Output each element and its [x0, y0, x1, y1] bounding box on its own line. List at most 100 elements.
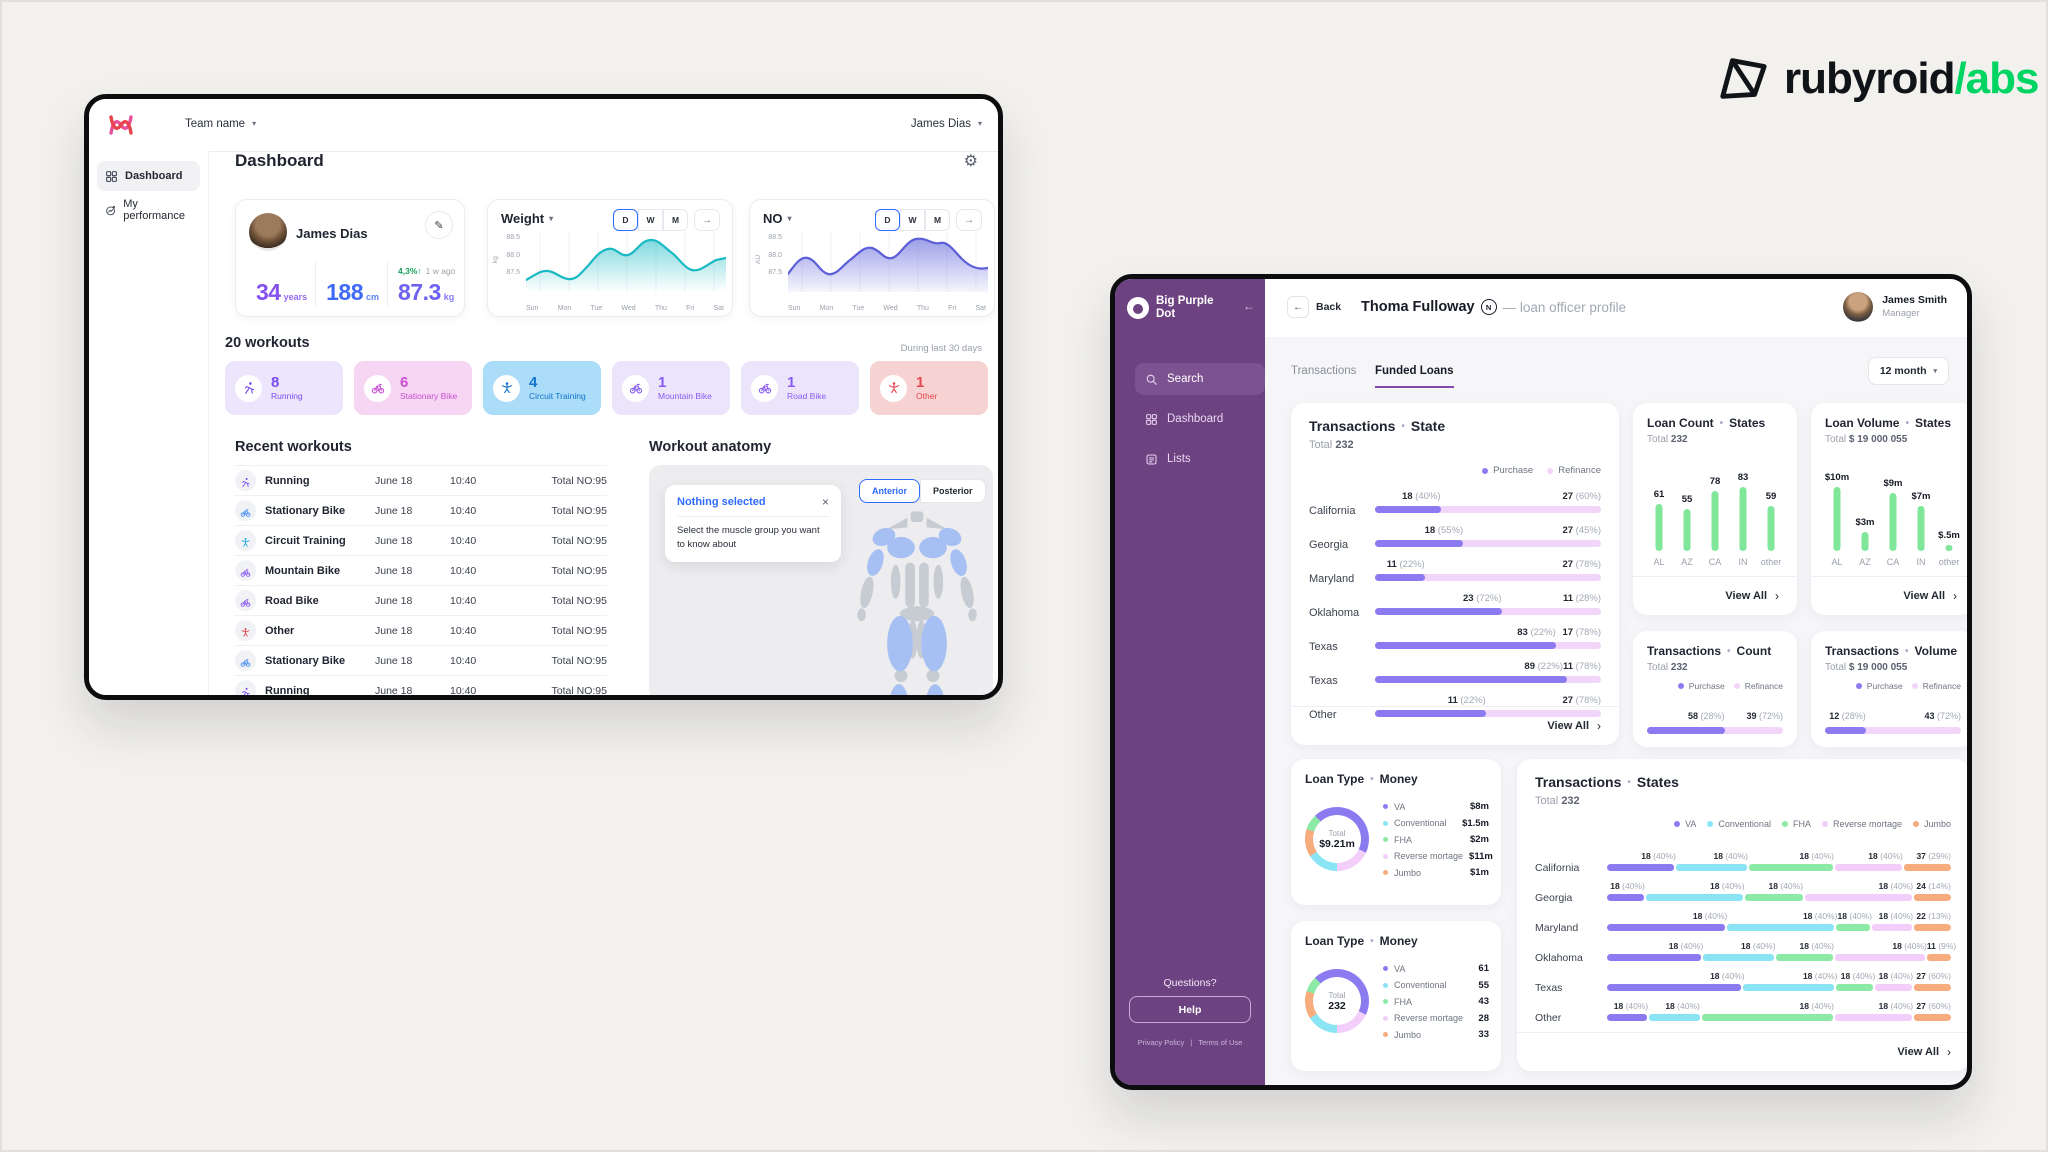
range-button[interactable]: D — [875, 209, 900, 231]
state-bar-row[interactable]: Texas 89 (22%) 11 (78%) — [1309, 661, 1601, 695]
legend-item: FHA $2m — [1383, 834, 1489, 845]
range-button[interactable]: M — [663, 209, 688, 231]
view-all-button[interactable]: View All › — [1291, 706, 1619, 745]
legend-dot — [1781, 821, 1788, 827]
help-button[interactable]: Help — [1129, 996, 1251, 1023]
bar-column[interactable]: 61 AL — [1645, 459, 1673, 567]
sidebar-item[interactable]: Dashboard — [1135, 403, 1265, 435]
anatomy-figure[interactable] — [837, 511, 993, 700]
workout-row[interactable]: Running June 18 10:40 Total NO:95 — [235, 465, 607, 495]
terms-link[interactable]: Terms of Use — [1198, 1038, 1243, 1047]
team-selector[interactable]: Team name ▾ — [163, 116, 256, 131]
state-bar-row[interactable]: Oklahoma 23 (72%) 11 (28%) — [1309, 593, 1601, 627]
no-line-chart — [788, 232, 988, 292]
workout-row[interactable]: Stationary Bike June 18 10:40 Total NO:9… — [235, 645, 607, 675]
workout-badge[interactable]: 4 Circuit Training — [483, 361, 601, 415]
view-all-button[interactable]: View All › — [1811, 576, 1967, 615]
segment-label: 18 (40%) — [1799, 941, 1835, 951]
bar-column[interactable]: 55 AZ — [1673, 459, 1701, 567]
close-icon[interactable]: × — [821, 495, 829, 509]
legend-item: FHA — [1781, 819, 1811, 829]
donut-center: Total $9.21m — [1319, 828, 1355, 850]
workout-badge[interactable]: 8 Running — [225, 361, 343, 415]
stacked-bar-row[interactable]: Oklahoma 18 (40%) 18 (40%) 18 (40%) 18 (… — [1535, 941, 1956, 971]
anatomy-view-button[interactable]: Anterior — [859, 479, 921, 503]
bar-segment — [1914, 984, 1951, 991]
sidebar-collapse-icon[interactable]: ← — [1243, 299, 1255, 313]
workout-row[interactable]: Stationary Bike June 18 10:40 Total NO:9… — [235, 495, 607, 525]
bar-segment — [1701, 1014, 1833, 1021]
workout-badge[interactable]: 1 Road Bike — [741, 361, 859, 415]
state-bar-row[interactable]: Other 11 (22%) 27 (78%) — [1309, 695, 1601, 729]
workout-badge[interactable]: 1 Other — [870, 361, 988, 415]
workout-total: Total NO:95 — [551, 534, 607, 547]
range-button[interactable]: W — [638, 209, 663, 231]
state-bar-row[interactable]: Georgia 18 (55%) 27 (45%) — [1309, 525, 1601, 559]
workout-row[interactable]: Running June 18 10:40 Total NO:95 — [235, 675, 607, 695]
sidebar-item[interactable]: Search — [1135, 363, 1265, 395]
state-bar-row[interactable]: California 18 (40%) 27 (60%) — [1309, 491, 1601, 525]
tab-transactions[interactable]: Transactions — [1291, 365, 1357, 377]
bar-column[interactable]: 83 IN — [1729, 459, 1757, 567]
back-button[interactable]: ← Back — [1287, 296, 1341, 318]
workout-row[interactable]: Other June 18 10:40 Total NO:95 — [235, 615, 607, 645]
range-button[interactable]: D — [613, 209, 638, 231]
bar-value: 78 — [1709, 476, 1721, 487]
user-menu[interactable]: James Dias ▾ — [889, 116, 982, 131]
stacked-bar-row[interactable]: Georgia 18 (40%) 18 (40%) 18 (40%) 18 (4… — [1535, 881, 1951, 911]
stacked-bar-row[interactable]: Maryland 18 (40%) 18 (40%) 18 (40%) 18 (… — [1535, 911, 1951, 941]
bar-segment — [1743, 984, 1835, 991]
officer-name: Thoma Fulloway — [1361, 299, 1475, 315]
stacked-bar-row[interactable]: California 18 (40%) 18 (40%) 18 (40%) 18… — [1535, 851, 1951, 881]
workouts-count-title: 20 workouts — [225, 335, 310, 351]
workout-badge[interactable]: 6 Stationary Bike — [354, 361, 472, 415]
anatomy-view-button[interactable]: Posterior — [920, 479, 986, 503]
period-select[interactable]: 12 month ▾ — [1867, 357, 1949, 385]
workout-row[interactable]: Circuit Training June 18 10:40 Total NO:… — [235, 525, 607, 555]
bar-column[interactable]: $7m IN — [1907, 459, 1935, 567]
weight-chart-title[interactable]: Weight ▾ — [501, 211, 554, 226]
workout-badge[interactable]: 1 Mountain Bike — [612, 361, 730, 415]
chevron-down-icon: ▾ — [977, 119, 982, 128]
sidebar-item[interactable]: Dashboard — [97, 161, 200, 191]
bar — [1833, 487, 1841, 551]
workout-row[interactable]: Road Bike June 18 10:40 Total NO:95 — [235, 585, 607, 615]
arrow-right-button[interactable]: → — [694, 209, 720, 231]
bar-column[interactable]: $9m CA — [1879, 459, 1907, 567]
workout-row[interactable]: Mountain Bike June 18 10:40 Total NO:95 — [235, 555, 607, 585]
segment-value-labels: 18 (40%) 18 (40%) 18 (40%) 18 (40%) 27 (… — [1607, 971, 1951, 981]
gear-icon[interactable]: ⚙ — [963, 153, 978, 170]
purchase-bar — [1647, 727, 1725, 734]
bar-column[interactable]: $10m AL — [1823, 459, 1851, 567]
bar-x-label: IN — [1738, 557, 1748, 567]
bar-column[interactable]: 59 other — [1757, 459, 1785, 567]
y-tick-label: 88.5 — [768, 234, 782, 241]
range-button[interactable]: M — [925, 209, 950, 231]
view-all-button[interactable]: View All › — [1517, 1032, 1967, 1071]
y-tick-label: 88.5 — [506, 234, 520, 241]
refinance-bar — [1375, 642, 1601, 649]
privacy-policy-link[interactable]: Privacy Policy — [1137, 1038, 1185, 1047]
refinance-bar — [1647, 727, 1783, 734]
legend-dot — [1911, 683, 1918, 689]
edit-profile-button[interactable]: ✎ — [425, 211, 453, 239]
bar-column[interactable]: 78 CA — [1701, 459, 1729, 567]
sidebar-item[interactable]: My performance — [97, 195, 200, 225]
loan-count-states-card: Loan Count • States Total 232 61 AL 55 AZ … — [1633, 403, 1797, 615]
state-bar-row[interactable]: Texas 83 (22%) 17 (78%) — [1309, 627, 1601, 661]
bar-column[interactable]: $3m AZ — [1851, 459, 1879, 567]
refinance-bar — [1375, 506, 1601, 513]
stacked-bar-row[interactable]: Texas 18 (40%) 18 (40%) 18 (40%) 18 (40%… — [1535, 971, 1951, 1001]
range-button[interactable]: W — [900, 209, 925, 231]
view-all-button[interactable]: View All › — [1633, 576, 1797, 615]
state-bar-row[interactable]: Maryland 11 (22%) 27 (78%) — [1309, 559, 1601, 593]
sidebar-item[interactable]: Lists — [1135, 443, 1265, 475]
legend-dot — [1383, 1032, 1388, 1037]
bar — [1917, 506, 1925, 551]
arrow-right-button[interactable]: → — [956, 209, 982, 231]
stacked-bar-row[interactable]: Other 18 (40%) 18 (40%) 18 (40%) 18 (40%… — [1535, 1001, 1951, 1031]
no-chart-title[interactable]: NO ▾ — [763, 211, 792, 226]
bar-column[interactable]: $.5m other — [1935, 459, 1963, 567]
current-user[interactable]: James Smith Manager — [1843, 292, 1947, 322]
tab-funded-loans[interactable]: Funded Loans — [1375, 365, 1454, 388]
